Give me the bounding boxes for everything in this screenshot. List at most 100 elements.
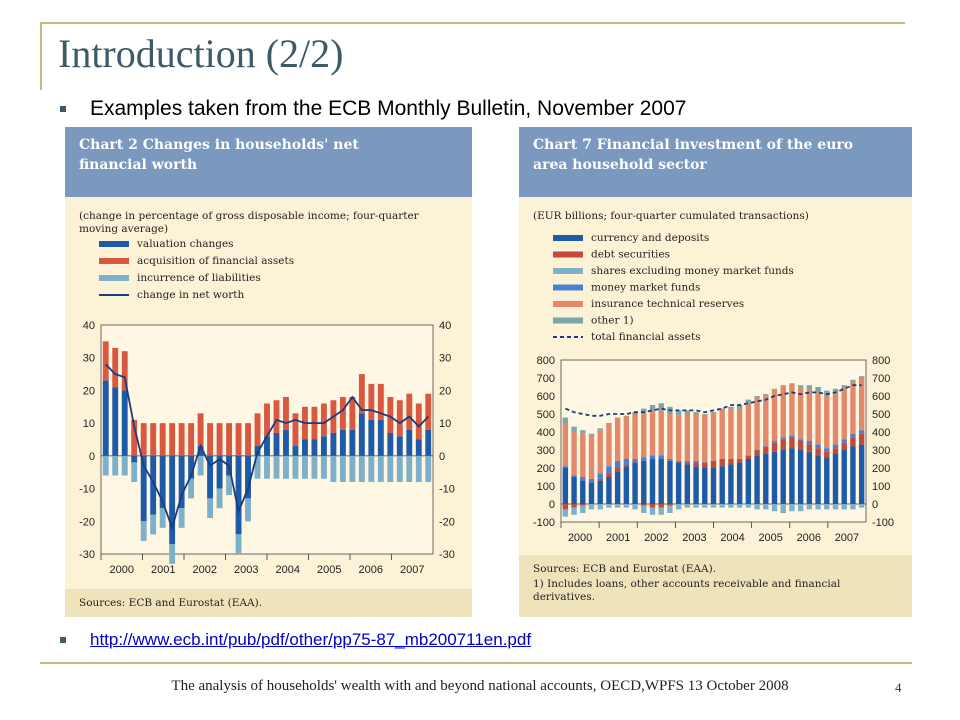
- bar-segment: [597, 473, 603, 479]
- bar-segment: [102, 380, 109, 456]
- bar-segment: [235, 534, 242, 554]
- series-line: [565, 384, 862, 417]
- bar-segment: [789, 504, 795, 512]
- bar-segment: [597, 428, 603, 431]
- bar-segment: [702, 468, 708, 504]
- bar-segment: [771, 388, 778, 441]
- bar-segment: [264, 436, 270, 456]
- y-tick-label-left: 100: [537, 481, 555, 493]
- bar-segment: [710, 412, 717, 461]
- bar-segment: [824, 451, 830, 458]
- bar-segment: [606, 466, 612, 474]
- bar-segment: [832, 388, 839, 393]
- bar-segment: [719, 408, 725, 459]
- bar-segment: [667, 505, 673, 513]
- bar-segment: [330, 432, 337, 456]
- bar-segment: [728, 464, 734, 504]
- series-line: [105, 363, 429, 531]
- bar-segment: [684, 504, 691, 508]
- x-tick-label: 2002: [193, 564, 217, 576]
- bar-segment: [207, 455, 214, 499]
- legend-label: change in net worth: [137, 289, 244, 301]
- bar-segment: [858, 504, 865, 508]
- x-tick-label: 2004: [720, 532, 744, 544]
- y-tick-label-left: 800: [537, 355, 555, 367]
- bar-segment: [815, 392, 821, 445]
- chart-subtitle: moving average): [79, 223, 168, 235]
- footer-text: The analysis of households' wealth with …: [171, 678, 789, 694]
- bar-segment: [702, 462, 708, 468]
- y-tick-label-right: 10: [439, 418, 451, 430]
- bar-segment: [121, 455, 128, 476]
- bar-segment: [562, 466, 569, 468]
- legend-label: acquisition of financial assets: [137, 255, 294, 267]
- bar-segment: [658, 507, 664, 515]
- bar-segment: [649, 507, 656, 515]
- chart-subtitle: (EUR billions; four-quarter cumulated tr…: [533, 210, 809, 222]
- bar-segment: [754, 397, 760, 450]
- bar-segment: [216, 455, 223, 489]
- bar-segment: [850, 433, 856, 438]
- link-bullet-marker: [60, 637, 66, 643]
- bar-segment: [614, 417, 621, 419]
- bar-segment: [562, 468, 569, 504]
- bar-segment: [824, 504, 830, 510]
- bar-segment: [710, 504, 717, 508]
- bar-segment: [159, 508, 166, 528]
- y-tick-label-left: -100: [533, 517, 555, 529]
- bar-segment: [797, 439, 804, 441]
- bar-segment: [675, 410, 682, 416]
- y-tick-label-right: -100: [872, 517, 894, 529]
- x-tick-label: 2002: [644, 532, 668, 544]
- bar-segment: [597, 504, 603, 510]
- title-rule-left: [40, 22, 42, 90]
- bar-segment: [264, 455, 270, 479]
- bar-segment: [425, 429, 432, 456]
- x-tick-label: 2005: [758, 532, 782, 544]
- y-tick-label-right: 800: [872, 355, 890, 367]
- bar-segment: [112, 387, 119, 456]
- chart-7-svg: Chart 7 Financial investment of the euro…: [519, 127, 912, 617]
- bar-segment: [339, 396, 346, 430]
- bar-segment: [387, 396, 394, 433]
- bar-segment: [736, 405, 743, 409]
- bar-segment: [780, 504, 786, 512]
- bar-segment: [858, 378, 865, 431]
- bar-segment: [632, 414, 638, 459]
- bar-segment: [588, 482, 595, 504]
- legend-swatch: [99, 258, 129, 264]
- bar-segment: [858, 430, 865, 434]
- bar-segment: [121, 351, 128, 391]
- chart-title: Chart 7 Financial investment of the euro: [533, 137, 853, 153]
- bar-segment: [789, 435, 795, 438]
- bar-segment: [745, 455, 752, 456]
- bar-segment: [387, 432, 394, 456]
- bar-segment: [623, 459, 630, 465]
- chart-footnote: derivatives.: [533, 591, 595, 603]
- bar-segment: [641, 457, 647, 461]
- legend-swatch: [553, 251, 583, 258]
- bar-segment: [667, 459, 673, 461]
- y-tick-label-left: 30: [83, 353, 95, 365]
- y-tick-label-left: 20: [83, 385, 95, 397]
- bar-segment: [632, 504, 638, 510]
- y-tick-label-right: 100: [872, 481, 890, 493]
- bar-segment: [719, 466, 725, 504]
- bar-segment: [754, 450, 760, 456]
- bar-segment: [292, 446, 299, 456]
- bar-segment: [789, 383, 795, 436]
- x-tick-label: 2004: [276, 564, 300, 576]
- bar-segment: [763, 446, 769, 454]
- y-tick-label-right: -20: [439, 516, 455, 528]
- bar-segment: [140, 521, 147, 541]
- bar-segment: [562, 423, 569, 467]
- y-tick-label-left: 0: [549, 499, 555, 511]
- bar-segment: [571, 504, 577, 508]
- source-link[interactable]: http://www.ecb.int/pub/pdf/other/pp75-87…: [90, 630, 532, 649]
- legend-label: total financial assets: [591, 331, 701, 343]
- bar-segment: [562, 509, 569, 517]
- bar-segment: [562, 504, 569, 510]
- bar-segment: [150, 423, 157, 456]
- bar-segment: [850, 437, 856, 447]
- bar-segment: [693, 414, 699, 461]
